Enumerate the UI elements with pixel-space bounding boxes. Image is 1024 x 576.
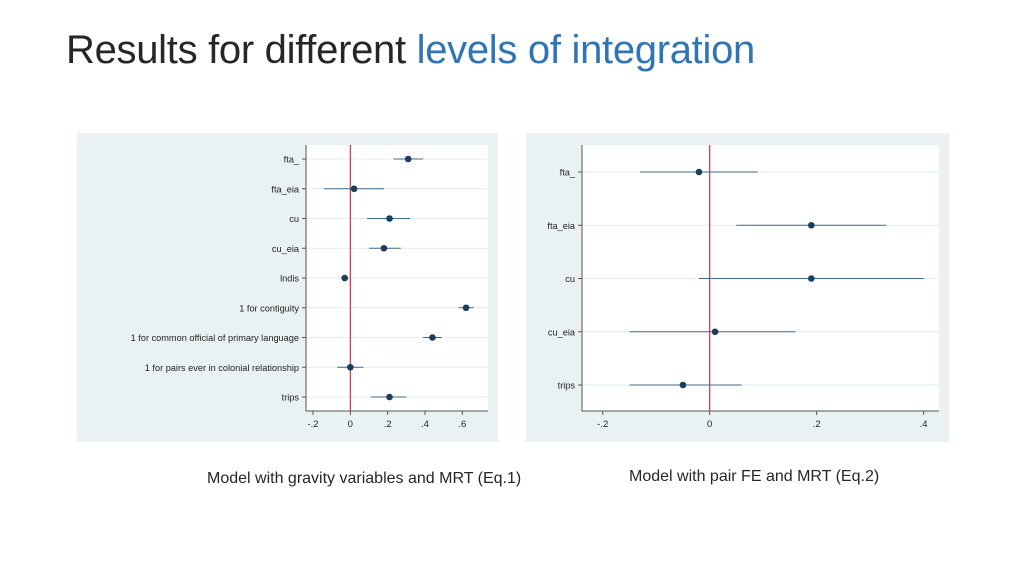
coefficient-point xyxy=(350,185,358,193)
title-part2: levels of integration xyxy=(416,28,756,72)
coefficient-point xyxy=(429,334,436,341)
coefficient-point xyxy=(808,221,815,229)
caption-left: Model with gravity variables and MRT (Eq… xyxy=(207,470,522,487)
category-label: 1 for pairs ever in colonial relationshi… xyxy=(145,363,299,373)
coefficient-point xyxy=(386,215,393,222)
category-label: cu_eia xyxy=(272,244,300,254)
coefficient-point xyxy=(341,274,349,282)
x-tick-label: 0 xyxy=(707,419,712,430)
x-tick-label: -.2 xyxy=(597,419,608,430)
coefficient-point xyxy=(404,155,412,163)
category-label: 1 for common official of primary languag… xyxy=(131,333,299,343)
x-tick-label: .2 xyxy=(384,419,392,430)
coefficient-point xyxy=(347,363,354,371)
category-label: fta_eia xyxy=(271,184,299,194)
caption-right: Model with pair FE and MRT (Eq.2) xyxy=(629,468,880,485)
coefficient-point xyxy=(380,244,388,252)
x-tick-label: .4 xyxy=(421,419,429,430)
category-label: cu_eia xyxy=(548,327,576,337)
slide-title: Results for different levels of integrat… xyxy=(66,28,755,73)
category-label: lndis xyxy=(280,274,299,284)
x-tick-label: 0 xyxy=(348,419,353,430)
category-label: cu xyxy=(565,274,575,284)
x-tick-label: .2 xyxy=(813,419,821,430)
category-label: fta_ xyxy=(284,155,300,165)
x-tick-label: .4 xyxy=(920,419,928,430)
title-part1: Results for different xyxy=(66,28,406,72)
coefficient-point xyxy=(695,168,703,176)
coefficient-point xyxy=(808,275,815,282)
coefficient-point xyxy=(462,304,470,312)
category-label: fta_eia xyxy=(547,221,575,231)
category-label: 1 for contiguity xyxy=(239,303,299,313)
coefficient-point xyxy=(386,393,393,401)
x-tick-label: -.2 xyxy=(307,419,318,430)
category-label: trips xyxy=(558,381,576,391)
category-label: trips xyxy=(282,393,300,403)
x-tick-label: .6 xyxy=(458,419,466,430)
coefficient-point xyxy=(711,328,719,336)
coefficient-point xyxy=(679,381,687,389)
category-label: fta_ xyxy=(560,168,576,178)
category-label: cu xyxy=(289,214,299,224)
